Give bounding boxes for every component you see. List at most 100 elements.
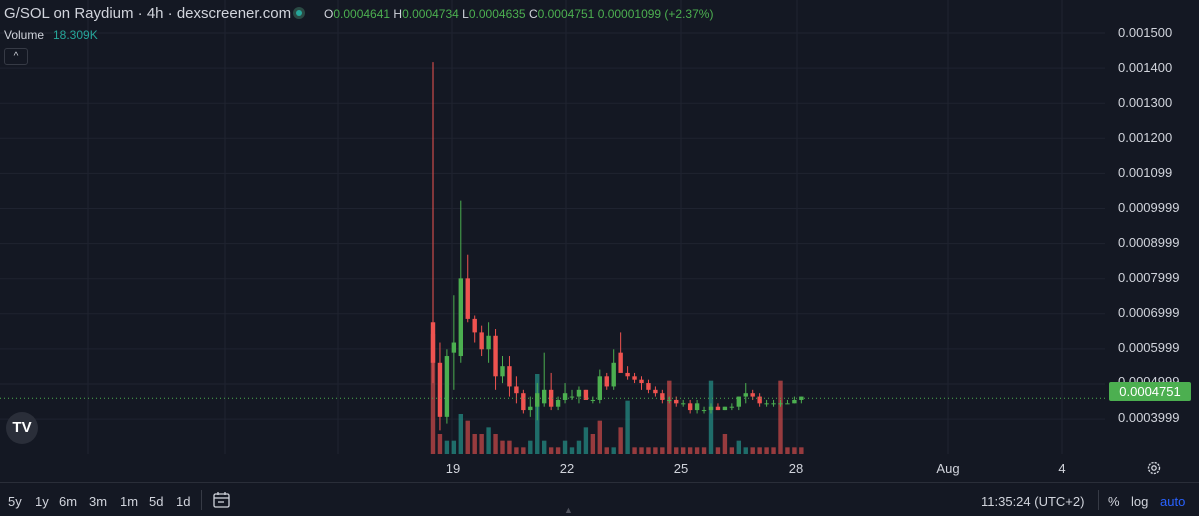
candle-body — [674, 399, 679, 404]
price-axis-label: 0.0006999 — [1118, 305, 1180, 320]
candle-body — [618, 352, 623, 373]
volume-bar — [444, 440, 450, 454]
volume-bar — [548, 447, 554, 454]
volume-bar — [479, 434, 484, 454]
volume-bar — [430, 334, 436, 454]
price-axis-label: 0.001200 — [1118, 130, 1173, 145]
legend-title: G/SOL on Raydium · 4h · dexscreener.com — [4, 5, 292, 22]
volume-bar — [701, 447, 707, 454]
volume-bar — [507, 440, 512, 454]
volume-bar — [486, 427, 491, 454]
candle-body — [729, 406, 735, 408]
range-button-1d[interactable]: 1d — [176, 494, 191, 509]
volume-bar — [437, 434, 443, 454]
candles — [430, 62, 804, 431]
price-axis-label: 0.001099 — [1118, 165, 1173, 180]
candle-body — [500, 366, 505, 377]
price-axis-label: 0.001400 — [1118, 60, 1173, 75]
candle-body — [507, 366, 512, 387]
candle-body — [743, 393, 748, 397]
candle-body — [528, 406, 533, 411]
candle-body — [451, 342, 457, 353]
candle-body — [444, 356, 450, 417]
ohlc-low-value: 0.0004635 — [468, 7, 526, 21]
range-button-1y[interactable]: 1y — [35, 494, 49, 509]
candle-body — [764, 403, 769, 405]
range-button-5y[interactable]: 5y — [8, 494, 22, 509]
candle-body — [472, 318, 477, 333]
candle-body — [555, 399, 561, 407]
candle-body — [458, 278, 463, 357]
volume-bar — [528, 440, 533, 454]
ohlc-close-value: 0.0004751 — [537, 7, 595, 21]
volume-bar — [715, 447, 721, 454]
candle-body — [562, 393, 568, 400]
range-button-6m[interactable]: 6m — [59, 494, 78, 509]
volume-bar — [778, 380, 783, 454]
volume-bar — [569, 447, 575, 454]
volume-bar — [493, 434, 498, 454]
volume-bar — [583, 427, 589, 454]
candle-body — [437, 362, 443, 417]
volume-bar — [458, 414, 463, 454]
volume-bar — [674, 447, 679, 454]
auto-scale-button[interactable]: auto — [1160, 494, 1186, 509]
candle-body — [667, 399, 672, 401]
candle-body — [548, 389, 554, 407]
volume-bar — [792, 447, 797, 454]
ohlc-open-value: 0.0004641 — [333, 7, 391, 21]
volume-bar — [465, 420, 470, 454]
volume-bar — [708, 380, 714, 454]
volume-bar — [555, 447, 561, 454]
volume-bar — [681, 447, 686, 454]
volume-bar — [687, 447, 693, 454]
range-button-5d[interactable]: 5d — [149, 494, 164, 509]
candle-body — [701, 410, 707, 412]
candle-body — [646, 383, 651, 390]
candle-body — [771, 403, 776, 405]
legend-collapse-button[interactable]: ^ — [4, 48, 28, 65]
chevron-up-icon: ^ — [13, 51, 19, 62]
toolbar-separator — [201, 490, 202, 510]
candle-body — [632, 376, 637, 380]
candle-body — [535, 393, 540, 407]
volume-bar — [653, 447, 658, 454]
log-scale-button[interactable]: log — [1131, 494, 1149, 509]
volume-bar — [611, 447, 616, 454]
volume-bar — [729, 447, 735, 454]
volume-bar — [722, 434, 728, 454]
bottom-divider — [0, 482, 1199, 483]
candle-body — [799, 396, 804, 400]
candle-body — [576, 389, 582, 397]
candle-body — [465, 278, 470, 319]
ohlc-low-key: L — [462, 7, 469, 21]
ohlc-close-key: C — [528, 7, 538, 21]
candle-body — [493, 335, 498, 377]
volume-bar — [521, 447, 526, 454]
volume-bar — [542, 440, 547, 454]
time-axis-label: 4 — [1058, 461, 1066, 476]
candle-body — [604, 376, 609, 387]
percent-scale-button[interactable]: % — [1108, 494, 1120, 509]
volume-bar — [667, 380, 672, 454]
clock-time[interactable]: 11:35:24 (UTC+2) — [981, 494, 1085, 509]
range-button-3m[interactable]: 3m — [89, 494, 108, 509]
volume-bar — [736, 440, 741, 454]
ohlc-open-key: O — [324, 7, 334, 21]
volume-bar — [562, 440, 568, 454]
tradingview-logo[interactable]: TV — [6, 412, 38, 444]
candle-body — [757, 396, 762, 404]
scroll-up-arrow-icon[interactable]: ▲ — [564, 505, 573, 515]
price-axis-label: 0.0008999 — [1118, 235, 1180, 250]
candle-body — [430, 322, 436, 363]
price-chart[interactable] — [0, 0, 1105, 482]
candle-body — [639, 379, 644, 384]
volume-bar — [500, 440, 505, 454]
candle-body — [611, 362, 616, 387]
price-axis-label: 0.0005999 — [1118, 340, 1180, 355]
range-button-1m[interactable]: 1m — [120, 494, 139, 509]
volume-bar — [750, 447, 755, 454]
candle-body — [736, 396, 741, 407]
gear-icon[interactable] — [1146, 460, 1162, 476]
calendar-icon[interactable] — [212, 491, 232, 509]
